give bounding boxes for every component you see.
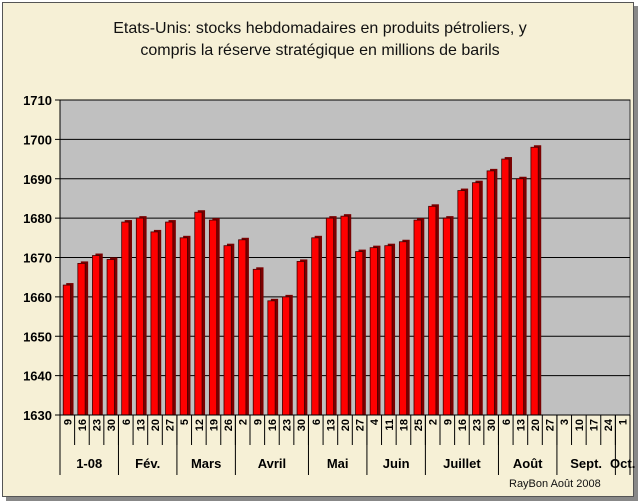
x-tick-label: 27 [545, 419, 557, 431]
x-tick-label: 4 [369, 418, 381, 425]
x-tick-label: 3 [559, 419, 571, 425]
bar [121, 221, 130, 416]
month-label: Fév. [135, 456, 160, 471]
y-tick-label: 1630 [23, 408, 52, 423]
x-tick-label: 23 [92, 419, 104, 431]
x-tick-label: 20 [530, 419, 542, 431]
chart-title-line1: Etats-Unis: stocks hebdomadaires en prod… [113, 20, 527, 37]
bar [62, 284, 71, 416]
x-tick-label: 23 [472, 419, 484, 431]
x-tick-label: 10 [574, 419, 586, 431]
bar [106, 259, 115, 416]
x-tick-label: 17 [588, 419, 600, 431]
x-tick-label: 30 [486, 419, 498, 431]
x-tick-label: 9 [442, 419, 454, 425]
bar [515, 178, 524, 416]
x-tick-label: 12 [194, 419, 206, 431]
bar [77, 263, 86, 416]
chart-title-line2: compris la réserve stratégique en millio… [140, 42, 500, 59]
x-tick-label: 24 [603, 418, 615, 431]
bar [150, 231, 159, 416]
month-label: Mars [191, 456, 221, 471]
x-tick-label: 16 [457, 419, 469, 431]
y-tick-label: 1680 [23, 211, 52, 226]
x-tick-label: 6 [121, 419, 133, 425]
bar [486, 170, 495, 416]
bar [238, 239, 247, 416]
month-label: Août [513, 456, 543, 471]
x-tick-label: 2 [238, 419, 250, 425]
bar [194, 211, 203, 416]
bar [457, 190, 466, 416]
bar [208, 219, 218, 416]
x-tick-label: 1 [618, 419, 630, 425]
bar [442, 217, 451, 416]
y-tick-label: 1640 [23, 369, 52, 384]
x-tick-label: 11 [384, 419, 396, 431]
bar [252, 268, 261, 416]
bar [311, 237, 320, 416]
x-tick-label: 6 [311, 419, 323, 425]
x-tick-label: 13 [515, 419, 527, 431]
credit-text: RayBon Août 2008 [509, 478, 601, 490]
bar [530, 146, 539, 416]
x-tick-label: 30 [296, 419, 308, 431]
bar [398, 241, 408, 416]
x-tick-label: 2 [428, 419, 440, 425]
x-tick-label: 25 [413, 419, 425, 431]
bar [92, 255, 101, 416]
bar [135, 217, 145, 416]
month-label: Oct. [610, 456, 635, 471]
x-tick-label: 6 [501, 419, 513, 425]
month-label: Mai [327, 456, 349, 471]
month-label: 1-08 [76, 456, 102, 471]
x-tick-label: 19 [208, 419, 220, 431]
bar [340, 215, 349, 416]
month-label: Avril [258, 456, 286, 471]
month-label: Juin [383, 456, 410, 471]
bar [267, 300, 276, 416]
x-tick-label: 16 [77, 419, 89, 431]
x-tick-label: 23 [282, 419, 294, 431]
y-tick-label: 1650 [23, 329, 52, 344]
x-tick-label: 18 [398, 419, 410, 431]
chart-title: Etats-Unis: stocks hebdomadaires en prod… [0, 18, 640, 62]
y-tick-label: 1670 [23, 251, 52, 266]
bar [179, 237, 188, 416]
bar [472, 182, 481, 416]
x-tick-label: 27 [355, 419, 367, 431]
x-tick-label: 9 [62, 419, 74, 425]
x-tick-label: 16 [267, 419, 279, 431]
bar [165, 221, 174, 416]
y-tick-label: 1710 [23, 93, 52, 108]
month-label: Sept. [570, 456, 602, 471]
x-tick-label: 5 [179, 419, 191, 425]
x-tick-label: 30 [106, 419, 118, 431]
bar [369, 247, 378, 416]
bar [223, 245, 232, 416]
y-tick-label: 1660 [23, 290, 52, 305]
bar [428, 205, 437, 416]
bar [355, 251, 364, 416]
y-tick-label: 1690 [23, 172, 52, 187]
y-tick-label: 1700 [23, 132, 52, 147]
bar [325, 217, 334, 416]
bar [384, 245, 393, 416]
x-tick-label: 13 [325, 419, 337, 431]
x-tick-label: 27 [165, 419, 177, 431]
bar [282, 296, 291, 416]
month-label: Juillet [443, 456, 481, 471]
x-tick-label: 20 [150, 419, 162, 431]
bar [296, 261, 305, 416]
x-tick-label: 13 [135, 419, 147, 431]
bar [413, 219, 422, 416]
x-tick-label: 9 [252, 419, 264, 425]
x-tick-label: 26 [223, 419, 235, 431]
x-tick-label: 20 [340, 419, 352, 431]
bar [501, 158, 510, 416]
